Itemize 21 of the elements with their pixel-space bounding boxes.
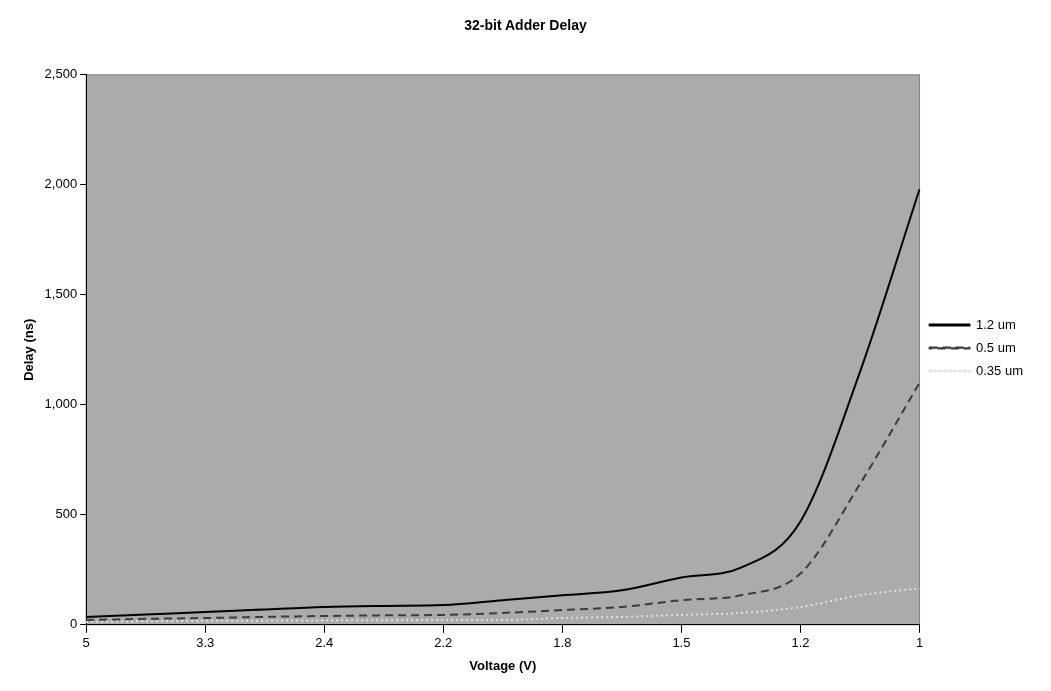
x-axis-title: Voltage (V) bbox=[469, 657, 537, 673]
y-tick-label: 2,500 bbox=[44, 66, 78, 82]
x-tick-label: 2.2 bbox=[434, 635, 453, 651]
x-tick-label: 1 bbox=[915, 635, 924, 651]
y-tick-label: 500 bbox=[55, 506, 78, 522]
y-tick-label: 1,500 bbox=[44, 286, 78, 302]
y-tick-label: 0 bbox=[69, 616, 78, 632]
x-tick-label: 1.2 bbox=[791, 635, 810, 651]
legend-label: 0.5 um bbox=[976, 339, 1016, 355]
y-axis-title: Delay (ns) bbox=[21, 318, 37, 381]
chart-title: 32-bit Adder Delay bbox=[464, 17, 587, 34]
legend-label: 1.2 um bbox=[976, 316, 1016, 332]
y-tick-label: 1,000 bbox=[44, 396, 78, 412]
x-tick-label: 1.5 bbox=[672, 635, 691, 651]
legend-label: 0.35 um bbox=[976, 362, 1024, 378]
line-series bbox=[85, 381, 921, 621]
x-tick-label: 2.4 bbox=[315, 635, 334, 651]
x-tick-label: 5 bbox=[82, 635, 90, 651]
x-tick-label: 1.8 bbox=[553, 635, 572, 651]
y-tick-label: 2,000 bbox=[44, 176, 78, 192]
x-tick-label: 3.3 bbox=[196, 635, 215, 651]
